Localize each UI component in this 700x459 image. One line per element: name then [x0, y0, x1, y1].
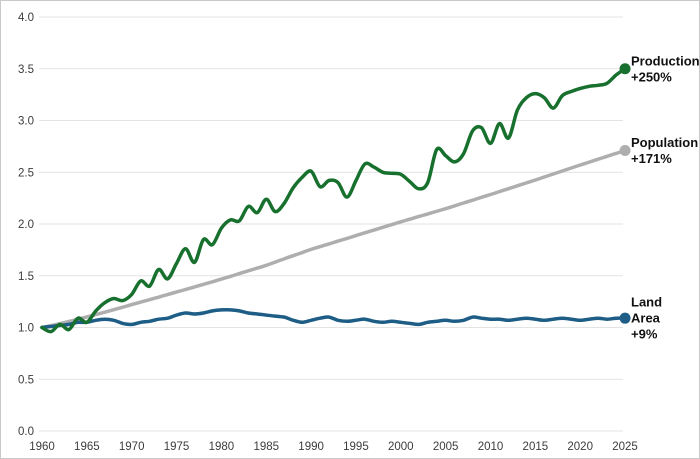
x-tick-label-2010: 2010 — [478, 441, 504, 453]
y-tick-label-1.5: 1.5 — [18, 271, 34, 283]
x-tick-label-1995: 1995 — [343, 441, 369, 453]
x-tick-label-1965: 1965 — [74, 441, 100, 453]
y-tick-label-2.5: 2.5 — [18, 167, 34, 179]
y-tick-label-0.5: 0.5 — [18, 374, 34, 386]
production-end-label-line-2: +250% — [631, 69, 672, 84]
y-tick-label-1.0: 1.0 — [18, 323, 34, 335]
y-tick-label-2.0: 2.0 — [18, 219, 34, 231]
x-tick-label-2025: 2025 — [612, 441, 638, 453]
population-end-label-line-1: Population — [631, 135, 698, 150]
population-end-dot — [619, 145, 631, 157]
x-tick-label-1985: 1985 — [253, 441, 279, 453]
y-tick-label-3.5: 3.5 — [18, 64, 34, 76]
x-tick-label-2000: 2000 — [388, 441, 414, 453]
population-end-label: Population +171% — [631, 135, 698, 166]
production-end-dot — [619, 63, 631, 75]
x-tick-label-1980: 1980 — [209, 441, 235, 453]
land-area-end-label: Land Area +9% — [631, 295, 662, 342]
land-area-end-dot — [619, 312, 631, 324]
land-area-end-label-line-3: +9% — [631, 327, 658, 342]
x-tick-label-2020: 2020 — [567, 441, 593, 453]
land-area-end-label-line-2: Area — [631, 311, 661, 326]
production-series-line — [40, 67, 627, 334]
population-series-line — [40, 148, 627, 330]
production-end-label-line-1: Production — [631, 53, 699, 68]
x-tick-label-1960: 1960 — [29, 441, 55, 453]
production-end-label: Production +250% — [631, 53, 699, 84]
land-area-end-label-line-1: Land — [631, 295, 662, 310]
x-tick-label-2005: 2005 — [433, 441, 459, 453]
y-tick-label-3.0: 3.0 — [18, 116, 34, 128]
y-tick-label-0.0: 0.0 — [18, 426, 34, 438]
x-tick-label-2015: 2015 — [523, 441, 549, 453]
y-tick-label-4.0: 4.0 — [18, 12, 34, 24]
land-area-series-line — [40, 308, 627, 330]
x-tick-label-1990: 1990 — [298, 441, 324, 453]
x-tick-label-1975: 1975 — [164, 441, 190, 453]
population-end-label-line-2: +171% — [631, 151, 672, 166]
x-tick-label-1970: 1970 — [119, 441, 145, 453]
